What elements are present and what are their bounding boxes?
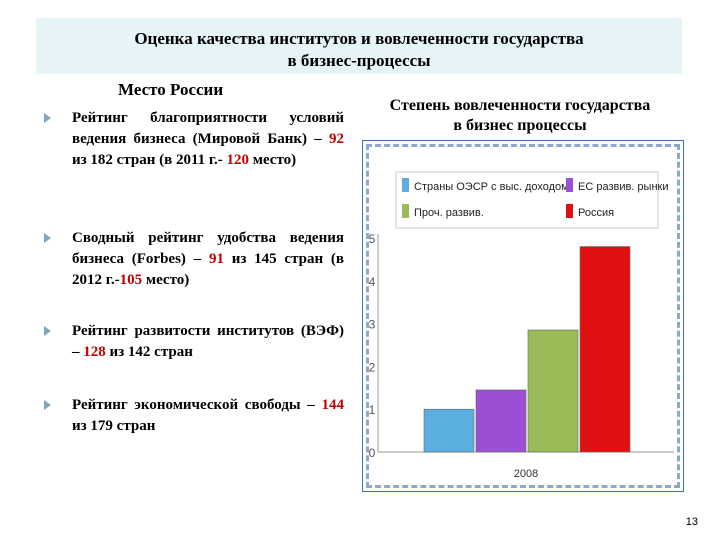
- slide-title: Оценка качества институтов и вовлеченнос…: [36, 28, 682, 72]
- rank-value: 144: [321, 397, 345, 413]
- bullet-text: из 145 стран (в 2012 г.-: [72, 251, 344, 288]
- y-tick-label: 5: [369, 232, 376, 246]
- y-tick-label: 3: [369, 318, 376, 332]
- y-tick-label: 2: [369, 360, 376, 374]
- bullet-text: Рейтинг развитости институтов (ВЭФ) –: [72, 323, 344, 360]
- title-band: [36, 18, 682, 74]
- bar: [423, 408, 475, 453]
- bar: [527, 329, 579, 453]
- bar: [579, 246, 631, 453]
- legend-swatch: [566, 204, 573, 218]
- bullet-text: Сводный рейтинг удобства ведения бизнеса…: [72, 230, 344, 267]
- legend-label: Проч. развив.: [414, 207, 484, 219]
- legend-swatch: [566, 178, 573, 192]
- bullet-text: из 179 стран: [72, 418, 156, 434]
- page-number: 13: [685, 516, 698, 528]
- bullet-arrow-icon: [44, 400, 51, 410]
- y-tick-label: 4: [369, 275, 376, 289]
- bullet-text: Рейтинг благоприятности условий ведения …: [72, 110, 344, 147]
- rank-value: 105: [119, 272, 143, 288]
- bullet-item: Сводный рейтинг удобства ведения бизнеса…: [44, 228, 344, 291]
- bullet-item: Рейтинг благоприятности условий ведения …: [44, 108, 344, 171]
- slide-title-line2: в бизнес-процессы: [287, 51, 431, 70]
- bullet-arrow-icon: [44, 233, 51, 243]
- slide-title-line1: Оценка качества институтов и вовлеченнос…: [134, 29, 584, 48]
- bar-chart: Страны ОЭСР с выс. доходом ЕС развив. рын…: [369, 171, 674, 480]
- rank-value: 91: [208, 251, 224, 267]
- rank-value: 120: [226, 152, 250, 168]
- bar: [475, 389, 527, 453]
- legend-label: ЕС развив. рынки: [578, 181, 669, 193]
- bullet-text: место): [142, 272, 190, 288]
- chart-heading: Степень вовлеченности государства в бизн…: [356, 96, 684, 136]
- chart-heading-line1: Степень вовлеченности государства: [389, 97, 651, 114]
- rank-value: 128: [83, 344, 106, 360]
- bullet-text: место): [249, 152, 297, 168]
- legend-box: [395, 171, 659, 229]
- bullet-arrow-icon: [44, 326, 51, 336]
- legend-swatch: [402, 204, 409, 218]
- bullet-arrow-icon: [44, 113, 51, 123]
- left-heading: Место России: [118, 80, 224, 99]
- y-tick-label: 1: [369, 403, 376, 417]
- x-category-label: 2008: [514, 468, 538, 480]
- chart-heading-line2: в бизнес процессы: [453, 117, 587, 134]
- y-tick-label: 0: [369, 446, 376, 460]
- bullet-text: Рейтинг экономической свободы –: [72, 397, 322, 413]
- chart-frame: [362, 140, 684, 492]
- bullet-item: Рейтинг развитости институтов (ВЭФ) – 12…: [44, 321, 344, 363]
- rank-value: 92: [329, 131, 344, 147]
- legend-swatch: [402, 178, 409, 192]
- bullet-item: Рейтинг экономической свободы – 144 из 1…: [44, 395, 344, 437]
- bullet-text: из 142 стран: [105, 344, 193, 360]
- legend-label: Россия: [578, 207, 614, 219]
- legend-label: Страны ОЭСР с выс. доходом: [414, 181, 569, 193]
- bullet-text: из 182 стран (в 2011 г.-: [72, 152, 227, 168]
